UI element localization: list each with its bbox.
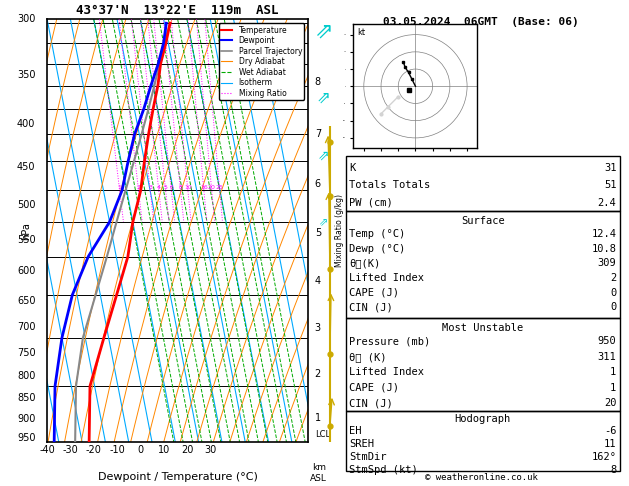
Text: 450: 450 [17, 162, 35, 172]
Text: Most Unstable: Most Unstable [442, 323, 523, 333]
Text: 8: 8 [179, 185, 182, 191]
Text: CAPE (J): CAPE (J) [349, 288, 399, 297]
Text: kt: kt [357, 28, 365, 37]
Text: 20: 20 [604, 399, 616, 408]
Text: CIN (J): CIN (J) [349, 399, 393, 408]
Text: K: K [349, 163, 355, 173]
Text: EH: EH [349, 426, 362, 436]
Text: 25: 25 [216, 185, 224, 191]
Text: 850: 850 [17, 393, 35, 403]
Text: 8: 8 [314, 77, 321, 87]
Text: 51: 51 [604, 180, 616, 190]
Text: 11: 11 [604, 439, 616, 449]
Text: 1: 1 [314, 414, 321, 423]
Text: 12.4: 12.4 [591, 229, 616, 239]
Text: 350: 350 [17, 70, 35, 81]
Text: 309: 309 [598, 259, 616, 268]
Text: 4: 4 [157, 185, 161, 191]
Text: 4: 4 [314, 276, 321, 286]
Text: 311: 311 [598, 352, 616, 362]
Text: 400: 400 [17, 119, 35, 129]
Text: 5: 5 [164, 185, 167, 191]
Text: © weatheronline.co.uk: © weatheronline.co.uk [425, 473, 538, 482]
Text: Mixing Ratio (g/kg): Mixing Ratio (g/kg) [335, 194, 344, 267]
Text: hPa: hPa [21, 222, 31, 240]
Text: ⇗: ⇗ [320, 219, 328, 228]
Text: 1: 1 [610, 367, 616, 377]
Text: 300: 300 [17, 15, 35, 24]
Text: ⇗: ⇗ [314, 21, 333, 42]
Text: 3: 3 [314, 323, 321, 333]
Text: 03.05.2024  06GMT  (Base: 06): 03.05.2024 06GMT (Base: 06) [383, 17, 579, 27]
Text: 8: 8 [610, 466, 616, 475]
Text: 5: 5 [314, 228, 321, 238]
Text: -20: -20 [86, 445, 102, 455]
Text: CAPE (J): CAPE (J) [349, 383, 399, 393]
Text: Totals Totals: Totals Totals [349, 180, 430, 190]
Text: -40: -40 [39, 445, 55, 455]
Text: 0: 0 [137, 445, 143, 455]
Title: 43°37'N  13°22'E  119m  ASL: 43°37'N 13°22'E 119m ASL [77, 4, 279, 17]
Text: 750: 750 [17, 347, 35, 358]
Text: Lifted Index: Lifted Index [349, 367, 424, 377]
Text: Lifted Index: Lifted Index [349, 273, 424, 283]
Text: -6: -6 [604, 426, 616, 436]
Text: 650: 650 [17, 295, 35, 306]
Text: 0: 0 [610, 288, 616, 297]
Text: θᴇ (K): θᴇ (K) [349, 352, 387, 362]
Text: 900: 900 [17, 414, 35, 424]
Text: 2: 2 [136, 185, 140, 191]
Text: 950: 950 [598, 336, 616, 346]
Text: 2: 2 [314, 369, 321, 379]
Text: 800: 800 [17, 371, 35, 381]
Text: 6: 6 [314, 179, 321, 189]
Text: PW (cm): PW (cm) [349, 198, 393, 208]
Text: 3: 3 [148, 185, 152, 191]
Text: 10: 10 [158, 445, 170, 455]
Text: ⇗: ⇗ [317, 88, 331, 106]
Text: 550: 550 [17, 235, 35, 245]
Legend: Temperature, Dewpoint, Parcel Trajectory, Dry Adiabat, Wet Adiabat, Isotherm, Mi: Temperature, Dewpoint, Parcel Trajectory… [219, 23, 304, 100]
Text: 30: 30 [204, 445, 216, 455]
Text: 2.4: 2.4 [598, 198, 616, 208]
Text: 1: 1 [610, 383, 616, 393]
Text: 16: 16 [200, 185, 208, 191]
Text: Surface: Surface [461, 216, 504, 226]
Text: 2: 2 [610, 273, 616, 283]
Text: 31: 31 [604, 163, 616, 173]
Text: 700: 700 [17, 322, 35, 332]
Text: Pressure (mb): Pressure (mb) [349, 336, 430, 346]
Text: km
ASL: km ASL [310, 464, 327, 483]
Text: SREH: SREH [349, 439, 374, 449]
Text: 10: 10 [184, 185, 192, 191]
Text: 10.8: 10.8 [591, 244, 616, 254]
Text: Temp (°C): Temp (°C) [349, 229, 405, 239]
Text: StmDir: StmDir [349, 452, 387, 462]
Text: 20: 20 [181, 445, 193, 455]
Text: ⇗: ⇗ [318, 149, 330, 162]
Text: 20: 20 [208, 185, 216, 191]
Text: 6: 6 [169, 185, 173, 191]
Text: 500: 500 [17, 200, 35, 210]
Text: 0: 0 [610, 302, 616, 312]
Text: Dewp (°C): Dewp (°C) [349, 244, 405, 254]
Text: Dewpoint / Temperature (°C): Dewpoint / Temperature (°C) [97, 472, 258, 482]
Text: θᴇ(K): θᴇ(K) [349, 259, 381, 268]
Text: 162°: 162° [591, 452, 616, 462]
Text: -30: -30 [63, 445, 79, 455]
Text: CIN (J): CIN (J) [349, 302, 393, 312]
Text: 950: 950 [17, 434, 35, 443]
Text: LCL: LCL [314, 430, 330, 439]
Text: -10: -10 [109, 445, 125, 455]
Text: 7: 7 [314, 129, 321, 139]
Text: 600: 600 [17, 266, 35, 277]
Text: 1: 1 [118, 185, 121, 191]
Text: StmSpd (kt): StmSpd (kt) [349, 466, 418, 475]
Text: Hodograph: Hodograph [455, 415, 511, 424]
